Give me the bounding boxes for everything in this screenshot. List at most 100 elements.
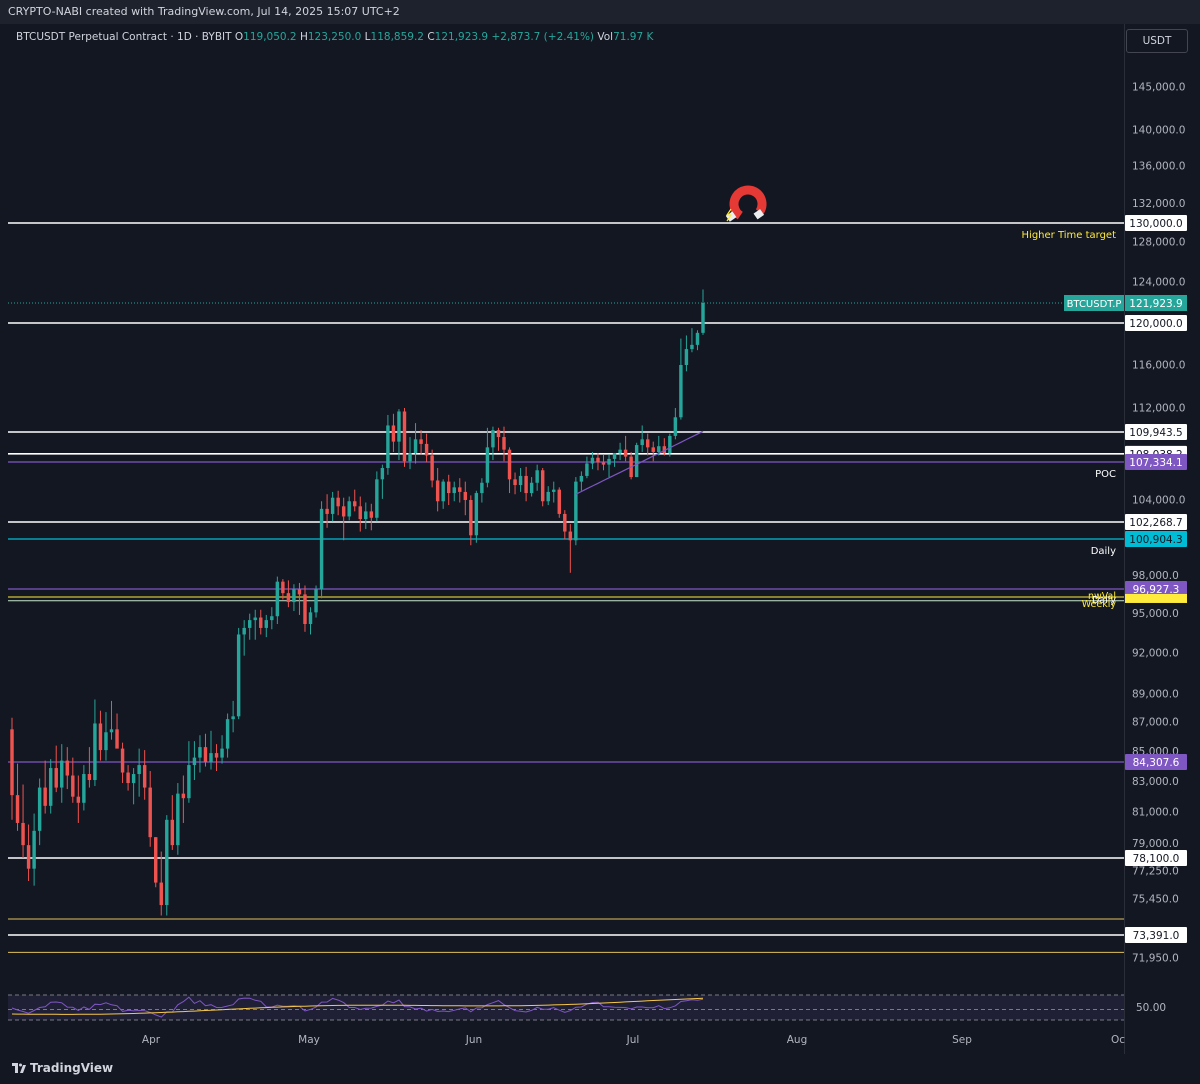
candle-body[interactable] <box>65 760 69 776</box>
candle-body[interactable] <box>165 819 169 906</box>
candle-body[interactable] <box>701 302 705 333</box>
candle-body[interactable] <box>540 470 545 502</box>
candle-body[interactable] <box>76 796 81 803</box>
candle-body[interactable] <box>662 446 667 454</box>
candle-body[interactable] <box>430 455 434 481</box>
candle-body[interactable] <box>623 449 628 457</box>
candle-body[interactable] <box>26 845 31 869</box>
candle-body[interactable] <box>203 747 208 763</box>
candle-body[interactable] <box>341 506 346 517</box>
candle-body[interactable] <box>446 481 451 494</box>
tradingview-brand[interactable]: TradingView <box>12 1061 113 1075</box>
candle-body[interactable] <box>424 443 429 456</box>
candle-body[interactable] <box>170 819 175 846</box>
candle-body[interactable] <box>469 500 473 536</box>
candle-body[interactable] <box>601 462 606 465</box>
candle-body[interactable] <box>115 729 119 749</box>
candle-body[interactable] <box>353 501 357 507</box>
candle-body[interactable] <box>491 430 495 448</box>
candle-body[interactable] <box>325 508 329 514</box>
candle-body[interactable] <box>93 723 97 781</box>
candle-body[interactable] <box>441 481 445 502</box>
candle-body[interactable] <box>142 765 147 788</box>
candle-body[interactable] <box>408 453 412 462</box>
candle-body[interactable] <box>192 757 197 766</box>
candle-body[interactable] <box>98 723 103 751</box>
candle-body[interactable] <box>590 457 595 464</box>
candle-body[interactable] <box>292 589 296 603</box>
candle-body[interactable] <box>120 748 125 773</box>
candle-body[interactable] <box>275 581 280 617</box>
candle-body[interactable] <box>181 793 186 799</box>
candle-body[interactable] <box>579 475 584 482</box>
candle-body[interactable] <box>358 506 362 520</box>
candle-body[interactable] <box>463 491 468 500</box>
candle-body[interactable] <box>126 772 130 784</box>
candle-body[interactable] <box>435 480 440 502</box>
candle-body[interactable] <box>220 748 224 758</box>
candle-body[interactable] <box>330 497 335 514</box>
candle-body[interactable] <box>419 439 423 444</box>
candle-body[interactable] <box>10 729 14 796</box>
candle-body[interactable] <box>159 882 163 906</box>
candle-body[interactable] <box>214 753 219 758</box>
symbol-title[interactable]: BTCUSDT Perpetual Contract · 1D · BYBIT <box>16 31 232 43</box>
candle-body[interactable] <box>236 634 241 717</box>
candle-body[interactable] <box>281 581 285 594</box>
candle-body[interactable] <box>319 508 324 590</box>
candle-body[interactable] <box>82 774 86 803</box>
candle-body[interactable] <box>502 437 506 450</box>
candle-body[interactable] <box>640 439 644 446</box>
candle-body[interactable] <box>535 470 539 483</box>
candle-body[interactable] <box>336 497 340 507</box>
candle-body[interactable] <box>458 487 462 492</box>
candle-body[interactable] <box>695 332 700 345</box>
candle-body[interactable] <box>308 612 313 625</box>
candle-body[interactable] <box>347 501 351 517</box>
candle-body[interactable] <box>198 747 202 758</box>
candle-body[interactable] <box>303 594 307 625</box>
candle-body[interactable] <box>104 732 108 751</box>
candle-body[interactable] <box>109 729 114 733</box>
candle-body[interactable] <box>668 435 672 454</box>
candle-body[interactable] <box>286 593 291 603</box>
candle-body[interactable] <box>209 753 213 763</box>
candle-body[interactable] <box>529 482 534 494</box>
candle-body[interactable] <box>496 430 501 438</box>
candle-body[interactable] <box>154 837 158 883</box>
candle-body[interactable] <box>375 479 379 518</box>
candle-body[interactable] <box>524 475 528 494</box>
candle-body[interactable] <box>518 475 523 486</box>
candle-body[interactable] <box>137 765 141 775</box>
candle-body[interactable] <box>148 787 152 838</box>
candle-body[interactable] <box>247 620 252 628</box>
candle-body[interactable] <box>413 439 418 454</box>
candle-body[interactable] <box>507 449 512 480</box>
candle-body[interactable] <box>187 765 191 799</box>
candle-body[interactable] <box>546 491 550 502</box>
candle-body[interactable] <box>37 787 42 831</box>
candle-body[interactable] <box>259 617 263 628</box>
candle-body[interactable] <box>585 463 589 476</box>
candle-body[interactable] <box>690 344 694 350</box>
candle-body[interactable] <box>452 487 456 494</box>
candle-body[interactable] <box>369 511 374 518</box>
candle-body[interactable] <box>71 775 75 797</box>
candle-body[interactable] <box>131 774 136 784</box>
candle-body[interactable] <box>60 760 64 788</box>
candle-body[interactable] <box>297 589 302 595</box>
candle-body[interactable] <box>364 511 368 520</box>
candle-body[interactable] <box>485 447 490 483</box>
candle-body[interactable] <box>634 445 639 478</box>
candle-body[interactable] <box>231 716 235 720</box>
candle-body[interactable] <box>651 447 655 452</box>
candle-body[interactable] <box>380 468 385 480</box>
candle-body[interactable] <box>618 449 622 454</box>
candle-body[interactable] <box>552 489 556 492</box>
candle-body[interactable] <box>568 531 573 541</box>
candle-body[interactable] <box>607 458 611 465</box>
candle-body[interactable] <box>402 411 407 462</box>
candle-body[interactable] <box>176 793 180 846</box>
candle-body[interactable] <box>264 620 269 628</box>
